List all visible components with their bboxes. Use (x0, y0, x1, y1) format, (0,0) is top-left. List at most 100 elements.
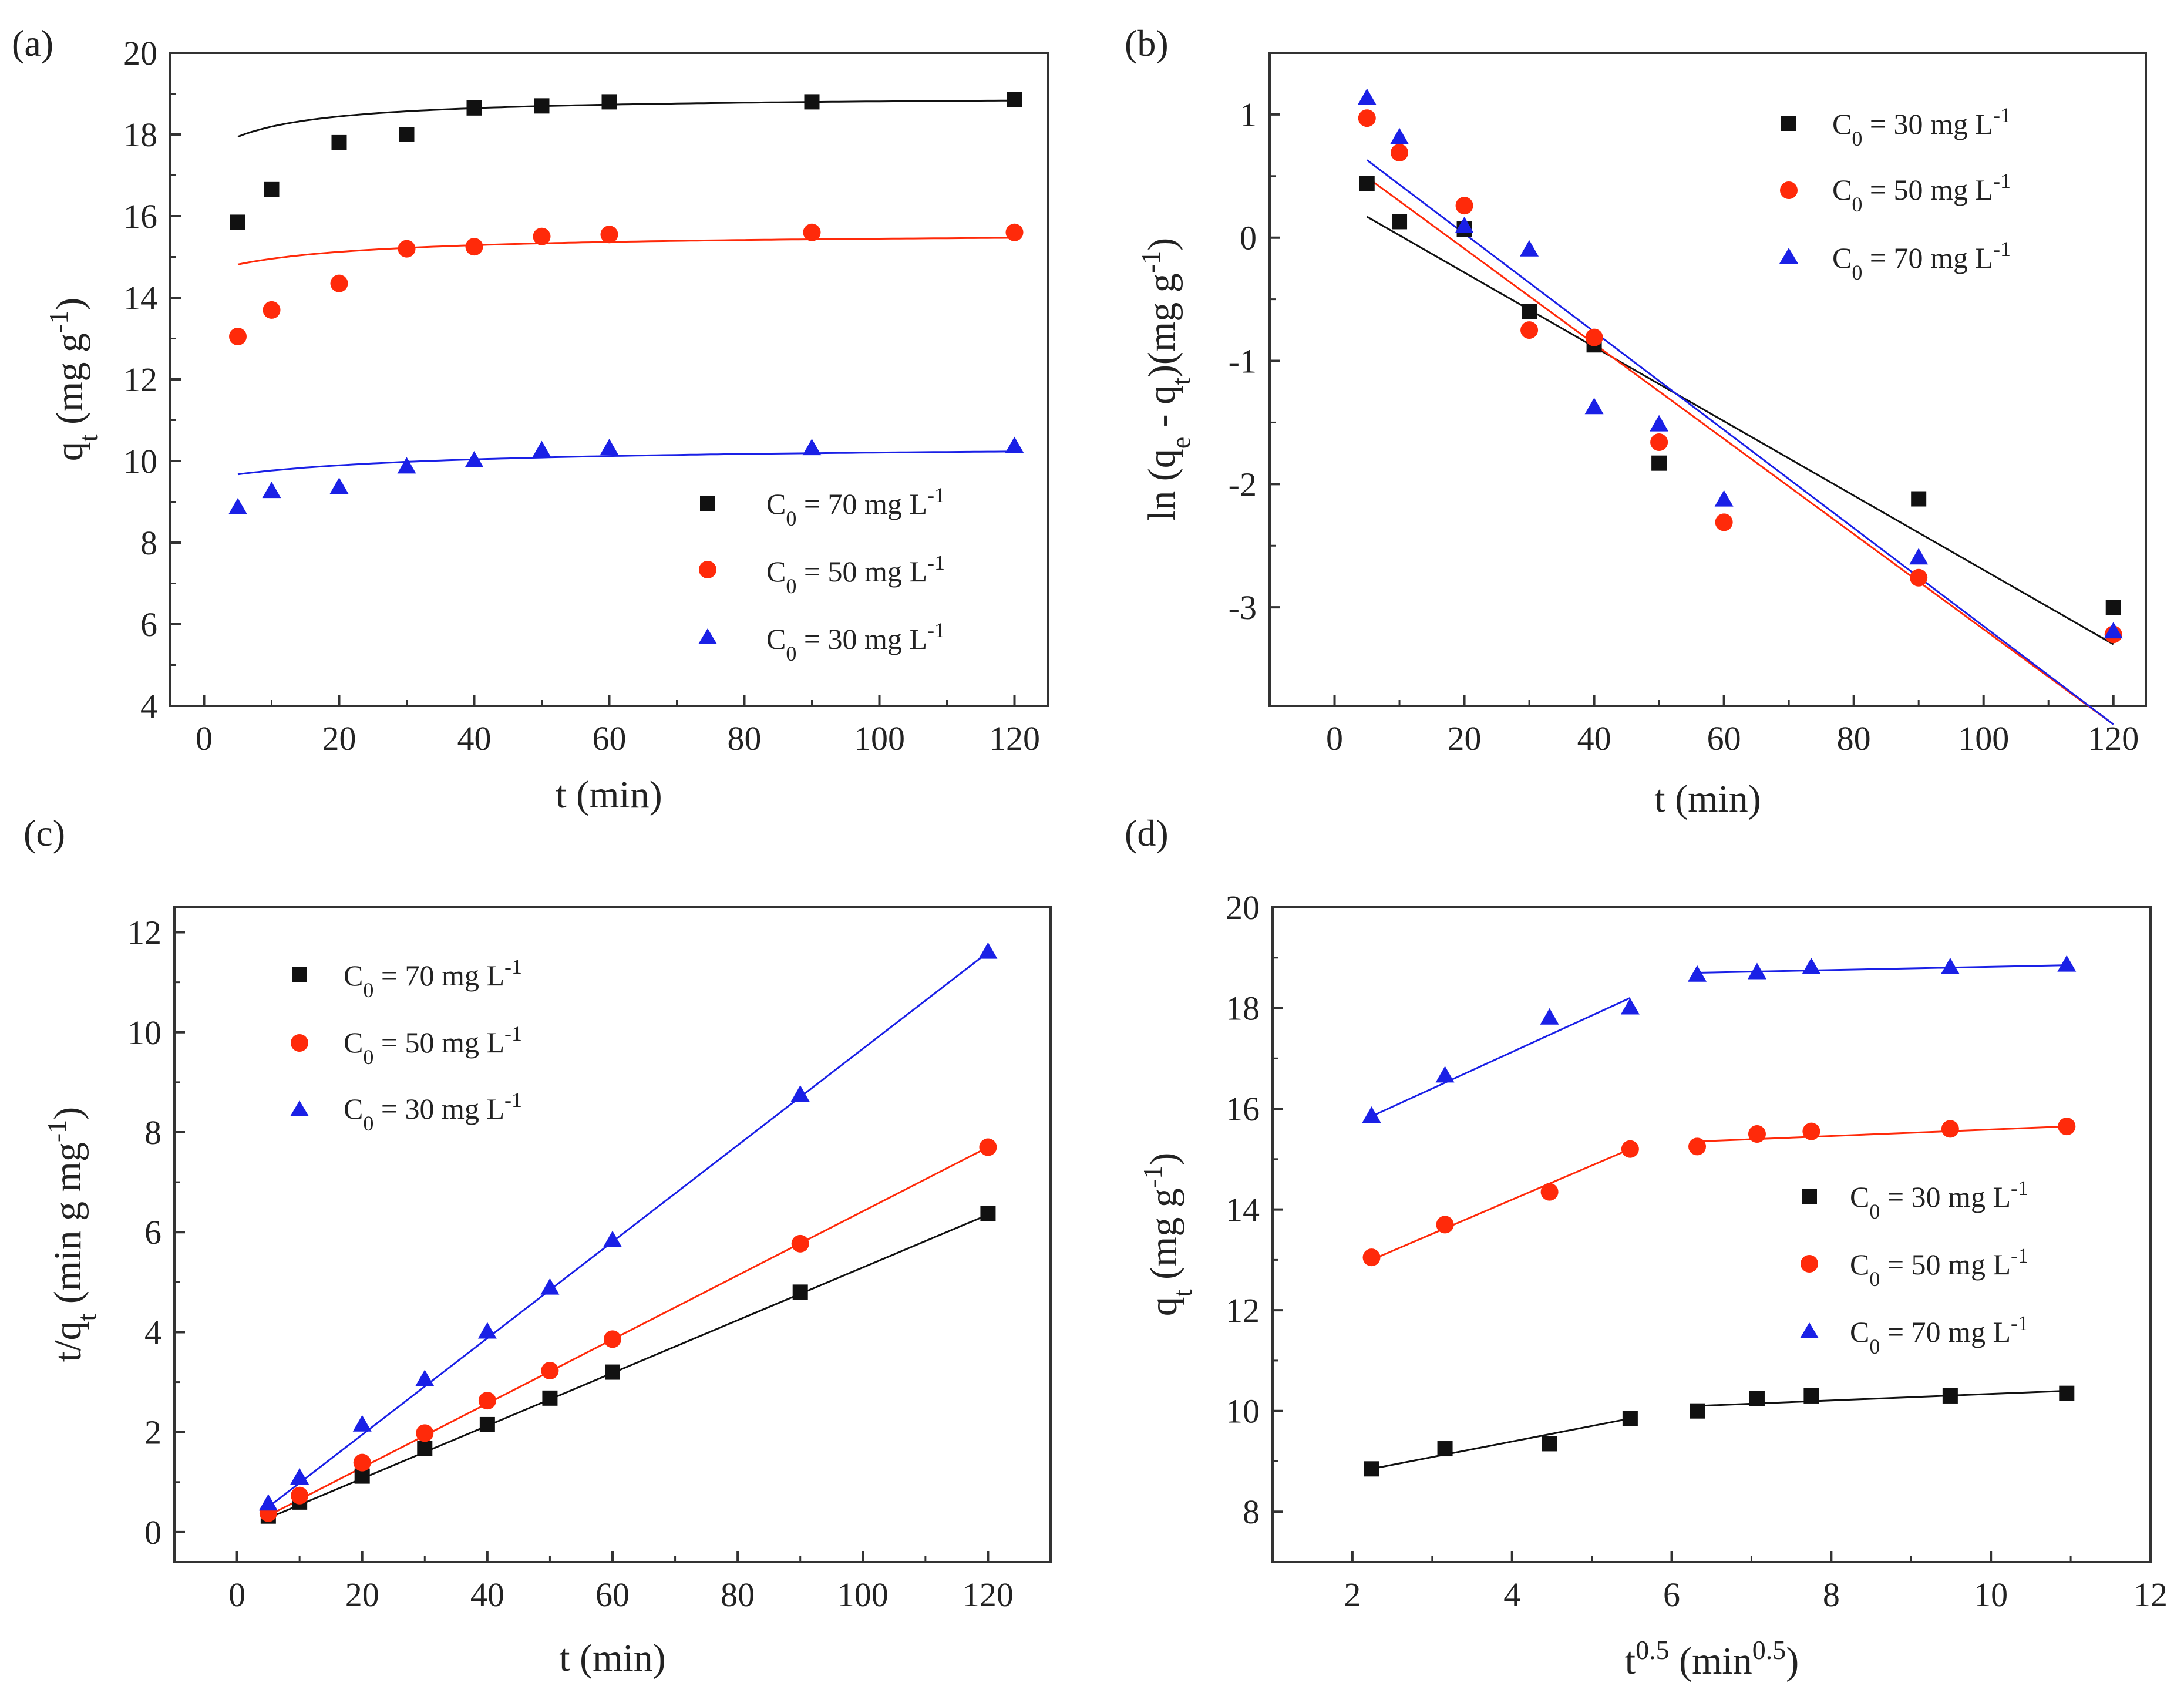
data-point-circle (1358, 109, 1376, 127)
panel-d-legend-item-0: C0 = 30 mg L-1 (1802, 1176, 2028, 1223)
data-point-triangle (1540, 1008, 1559, 1025)
data-point-square (1359, 176, 1375, 191)
data-point-circle (1802, 1122, 1820, 1140)
y-tick-label: 0 (144, 1513, 161, 1551)
data-point-square (792, 1284, 808, 1300)
data-point-circle (1688, 1137, 1707, 1156)
panel-b-legend-item-2: C0 = 70 mg L-1 (1779, 237, 2011, 284)
panel-a-points (228, 92, 1024, 514)
x-tick-label: 12 (2133, 1576, 2168, 1614)
panel-c-legend-item-1: C0 = 50 mg L-1 (291, 1022, 522, 1069)
data-point-triangle (540, 1278, 560, 1295)
data-point-triangle (352, 1415, 372, 1432)
data-point-triangle (1940, 957, 1960, 974)
x-tick-label: 60 (593, 719, 627, 758)
legend-triangle-marker (1779, 248, 1798, 264)
data-point-square (1622, 1411, 1638, 1426)
x-tick-label: 80 (1837, 719, 1871, 758)
data-point-circle (533, 227, 551, 245)
y-tick-label: 10 (1226, 1392, 1260, 1431)
legend-label: C0 = 70 mg L-1 (1850, 1311, 2028, 1358)
panel-b-points (1357, 88, 2123, 644)
x-tick-label: 10 (1974, 1576, 2008, 1614)
panel-c-legend-item-0: C0 = 70 mg L-1 (292, 955, 522, 1002)
panel-d-y-axis-label: qt (mg g-1) (1138, 1153, 1197, 1316)
data-point-triangle (790, 1085, 810, 1102)
data-point-square (1942, 1388, 1958, 1404)
panel-d-legend: C0 = 30 mg L-1 C0 = 50 mg L-1 C0 = 70 mg… (1800, 1176, 2028, 1358)
legend-label: C0 = 30 mg L-1 (1832, 103, 2011, 150)
data-point-circle (478, 1392, 496, 1410)
panel-d-frame (1271, 906, 2152, 1563)
data-point-triangle (1357, 88, 1377, 105)
y-tick-label: 14 (1226, 1191, 1260, 1229)
data-point-triangle (1455, 216, 1474, 233)
data-point-circle (1520, 321, 1539, 339)
data-point-circle (1621, 1140, 1639, 1158)
data-point-circle (1391, 143, 1409, 161)
data-point-triangle (1584, 398, 1604, 415)
data-point-triangle (1620, 998, 1640, 1015)
data-point-circle (1540, 1183, 1559, 1201)
legend-label: C0 = 70 mg L-1 (1832, 237, 2011, 284)
legend-square-marker (1781, 116, 1796, 131)
data-point-square (264, 181, 280, 197)
data-point-circle (1910, 568, 1928, 587)
y-tick-label: 16 (1226, 1090, 1260, 1128)
data-point-circle (1436, 1216, 1454, 1234)
panel-c-legend-item-2: C0 = 30 mg L-1 (290, 1088, 522, 1135)
y-tick-label: 20 (123, 34, 157, 72)
data-point-circle (330, 274, 348, 292)
data-point-circle (1455, 197, 1473, 215)
data-point-triangle (290, 1468, 309, 1485)
panel-d-points (1362, 955, 2077, 1477)
x-tick-label: 40 (457, 719, 492, 758)
panel-a-legend: C0 = 70 mg L-1 C0 = 50 mg L-1 C0 = 30 mg… (698, 483, 945, 665)
legend-label: C0 = 30 mg L-1 (1850, 1176, 2028, 1223)
y-tick-label: 8 (1243, 1493, 1260, 1531)
y-tick-label: 1 (1240, 96, 1257, 134)
fit-line (1366, 159, 2114, 725)
panel-a-frame (169, 52, 1049, 707)
y-tick-label: 2 (144, 1413, 161, 1452)
data-point-circle (1005, 223, 1024, 241)
y-tick-label: 4 (140, 687, 157, 725)
data-point-square (1690, 1403, 1705, 1419)
legend-square-marker (1802, 1189, 1817, 1204)
panel-a: (a) 0 20 40 60 80 100 120 4 6 8 10 12 14 16 18 20 t (mi… (12, 22, 1049, 816)
panel-b: (b) 0 20 40 60 80 100 120 -3 -2 -1 0 1 t (min) ln (… (1125, 22, 2147, 820)
x-tick-label: 60 (595, 1576, 630, 1614)
data-point-square (542, 1390, 558, 1406)
y-tick-label: 12 (127, 914, 161, 952)
data-point-circle (1748, 1125, 1766, 1143)
fit-line (1371, 1148, 1631, 1261)
x-tick-label: 20 (345, 1576, 379, 1614)
y-tick-label: 8 (144, 1113, 161, 1152)
panel-b-legend-item-1: C0 = 50 mg L-1 (1780, 169, 2011, 216)
data-point-square (2105, 600, 2121, 615)
panel-b-legend-item-0: C0 = 30 mg L-1 (1781, 103, 2011, 150)
y-tick-label: 6 (140, 605, 157, 644)
data-point-square (605, 1364, 620, 1380)
legend-label: C0 = 50 mg L-1 (766, 551, 945, 598)
legend-label: C0 = 30 mg L-1 (766, 618, 945, 665)
data-point-circle (803, 223, 821, 241)
y-tick-label: 16 (123, 197, 157, 235)
x-tick-label: 120 (989, 719, 1040, 758)
panel-a-letter: (a) (12, 22, 53, 64)
data-point-square (1542, 1436, 1557, 1452)
panel-d-fit-lines (1371, 964, 2067, 1470)
x-tick-label: 100 (837, 1576, 889, 1614)
y-tick-label: 20 (1226, 888, 1260, 927)
data-point-square (601, 94, 617, 110)
data-point-square (1651, 455, 1667, 471)
data-point-circle (1362, 1248, 1381, 1267)
data-point-square (331, 134, 347, 150)
panel-b-ticks: 0 20 40 60 80 100 120 -3 -2 -1 0 1 (1229, 96, 2139, 758)
data-point-triangle (1909, 548, 1929, 565)
x-tick-label: 20 (322, 719, 356, 758)
data-point-triangle (477, 1322, 497, 1339)
panel-c-fit-lines (267, 951, 989, 1519)
data-point-triangle (600, 439, 619, 456)
